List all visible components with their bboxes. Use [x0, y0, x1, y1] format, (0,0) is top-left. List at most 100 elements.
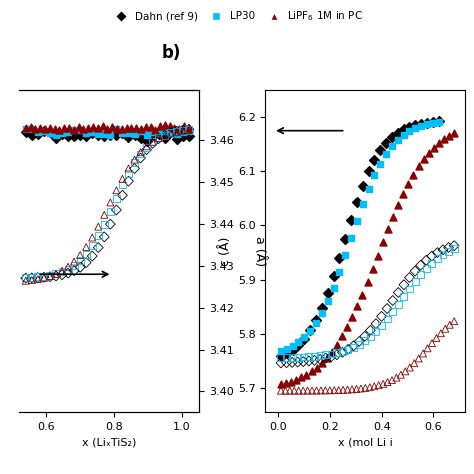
Point: [411, 278, 419, 285]
Point: [147, 123, 155, 131]
Point: [406, 364, 413, 371]
Point: [118, 129, 126, 137]
Point: [94, 223, 102, 230]
Point: [445, 132, 453, 140]
Point: [383, 305, 391, 312]
Point: [22, 128, 29, 136]
Point: [185, 126, 192, 133]
Point: [300, 353, 307, 361]
Point: [347, 216, 355, 224]
Point: [289, 342, 296, 350]
X-axis label: x (mol Li i: x (mol Li i: [337, 438, 392, 447]
Point: [344, 386, 351, 393]
Point: [137, 150, 145, 158]
Point: [155, 134, 163, 142]
Point: [161, 132, 169, 139]
Point: [298, 374, 305, 381]
Point: [401, 367, 409, 375]
Point: [310, 353, 318, 360]
Point: [283, 345, 291, 353]
Point: [392, 374, 400, 382]
Point: [161, 134, 169, 141]
Point: [118, 181, 126, 189]
Point: [422, 256, 430, 264]
Point: [318, 304, 326, 312]
Point: [100, 220, 108, 228]
Point: [359, 182, 366, 189]
Point: [22, 124, 29, 131]
Point: [125, 177, 132, 185]
Point: [40, 128, 48, 135]
Point: [99, 122, 106, 130]
Point: [328, 348, 336, 356]
Point: [333, 351, 341, 358]
Point: [336, 254, 343, 262]
Point: [300, 387, 307, 394]
Point: [167, 128, 174, 135]
Point: [149, 139, 156, 147]
Point: [348, 314, 356, 321]
Point: [338, 333, 346, 340]
Point: [445, 248, 452, 255]
Point: [123, 125, 130, 132]
Point: [394, 301, 402, 308]
Point: [40, 272, 48, 280]
Point: [333, 341, 341, 348]
Point: [137, 126, 145, 133]
Point: [52, 134, 60, 142]
Point: [143, 143, 150, 151]
Point: [384, 378, 392, 386]
Point: [52, 272, 60, 280]
Point: [400, 293, 408, 301]
Point: [125, 129, 132, 137]
Point: [94, 130, 102, 137]
Point: [131, 130, 138, 138]
Point: [125, 169, 132, 177]
Point: [341, 235, 349, 243]
Point: [379, 238, 387, 246]
Point: [167, 129, 174, 137]
Point: [308, 387, 316, 394]
Point: [411, 121, 419, 129]
Point: [439, 246, 447, 254]
Point: [397, 371, 405, 379]
Point: [113, 206, 120, 214]
Point: [131, 156, 138, 164]
Point: [22, 126, 29, 133]
Point: [113, 125, 121, 132]
Text: b): b): [162, 44, 181, 62]
Point: [425, 149, 432, 157]
Point: [58, 129, 66, 137]
Point: [180, 123, 188, 130]
Point: [82, 132, 90, 140]
Point: [450, 245, 458, 253]
Point: [313, 387, 320, 394]
Point: [185, 126, 192, 133]
Point: [149, 131, 156, 138]
Point: [173, 128, 181, 135]
Point: [113, 186, 120, 194]
Point: [89, 234, 96, 241]
Point: [417, 271, 424, 279]
Point: [34, 130, 42, 138]
Point: [167, 129, 174, 137]
Point: [371, 171, 378, 179]
Point: [82, 250, 90, 258]
Point: [423, 120, 431, 128]
Point: [283, 349, 291, 357]
Point: [406, 285, 413, 293]
Point: [173, 128, 181, 136]
Point: [143, 146, 150, 154]
Point: [113, 194, 120, 202]
Point: [60, 124, 68, 131]
Point: [335, 386, 343, 394]
Point: [155, 134, 163, 142]
Point: [46, 271, 54, 279]
Point: [317, 387, 325, 394]
Point: [428, 339, 436, 347]
Point: [450, 129, 458, 137]
Point: [383, 315, 391, 323]
Point: [89, 128, 96, 136]
Point: [28, 126, 36, 133]
Point: [149, 128, 156, 136]
